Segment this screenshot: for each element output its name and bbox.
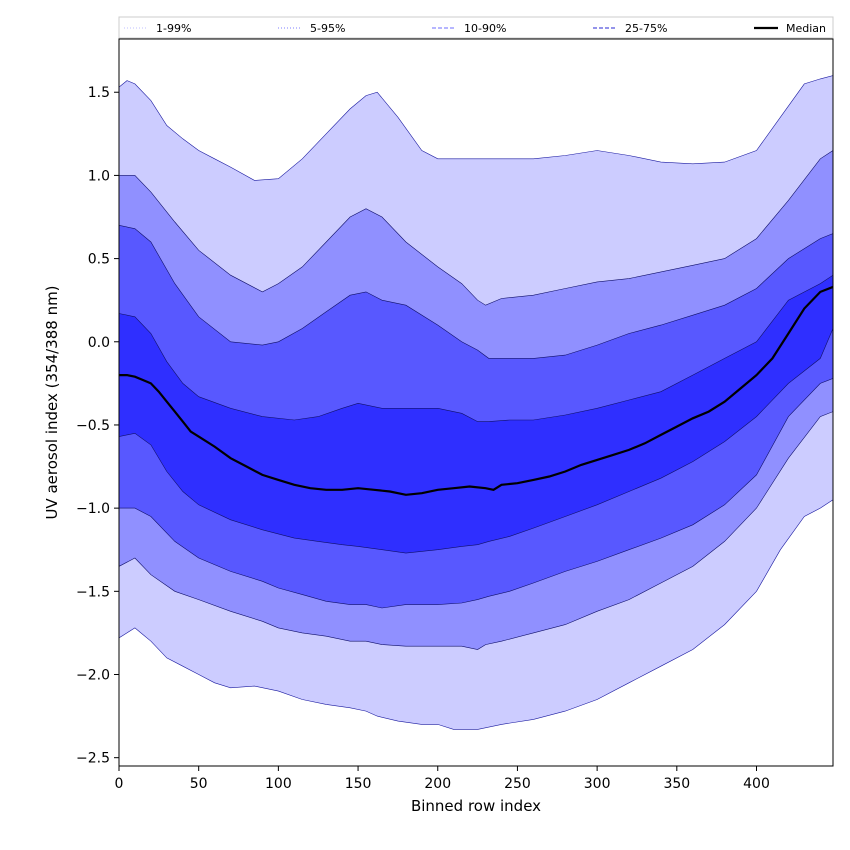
y-tick-label: −1.0 — [76, 501, 110, 517]
y-tick-label: −2.0 — [76, 668, 110, 684]
y-tick-label: −2.5 — [76, 751, 110, 767]
band-25-75 — [119, 274, 833, 554]
x-tick-label: 150 — [345, 776, 372, 792]
plot-frame — [118, 38, 834, 767]
x-tick-label: 50 — [190, 776, 208, 792]
y-tick-label: 1.5 — [88, 85, 110, 101]
x-tick-label: 250 — [504, 776, 531, 792]
x-axis-ticks: 0 50 100 150 200 250 300 350 400 — [115, 766, 770, 792]
median-line — [119, 285, 833, 496]
y-axis-ticks: 1.5 1.0 0.5 0.0 −0.5 −1.0 −1.5 −2.0 −2.5 — [76, 85, 119, 767]
x-tick-label: 350 — [663, 776, 690, 792]
legend-label: 25-75% — [625, 22, 667, 35]
median-series — [119, 285, 833, 496]
x-tick-label: 200 — [424, 776, 451, 792]
legend-label: 10-90% — [464, 22, 506, 35]
legend-label: 5-95% — [310, 22, 345, 35]
y-tick-label: 0.0 — [88, 335, 110, 351]
legend: 1-99% 5-95% 10-90% 25-75% Median — [118, 16, 834, 39]
y-tick-label: −0.5 — [76, 418, 110, 434]
x-tick-label: 0 — [115, 776, 124, 792]
x-tick-label: 400 — [743, 776, 770, 792]
x-axis-title: Binned row index — [411, 797, 541, 815]
y-tick-label: 1.0 — [88, 168, 110, 184]
y-tick-label: −1.5 — [76, 584, 110, 600]
legend-box — [118, 16, 834, 39]
y-tick-label: 0.5 — [88, 252, 110, 268]
legend-label: Median — [786, 22, 826, 35]
percentile-bands — [119, 75, 833, 730]
x-tick-label: 100 — [265, 776, 292, 792]
y-axis-title: UV aerosol index (354/388 nm) — [43, 285, 61, 519]
x-tick-label: 300 — [584, 776, 611, 792]
legend-label: 1-99% — [156, 22, 191, 35]
